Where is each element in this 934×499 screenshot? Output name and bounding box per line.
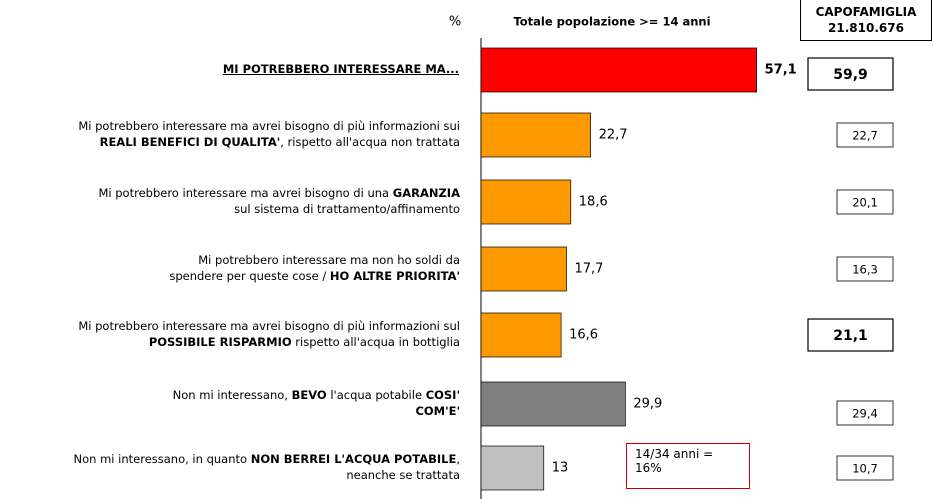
label-text: sul sistema di trattamento/affinamento	[234, 202, 460, 216]
value-label: 16,6	[569, 328, 598, 343]
bar	[480, 112, 591, 158]
category-line: Mi potrebbero interessare ma non ho sold…	[169, 252, 460, 268]
bar	[480, 179, 572, 225]
value-label: 13	[552, 461, 569, 476]
bar	[480, 381, 626, 427]
column-title: 21.810.676	[828, 21, 904, 35]
label-text: Mi potrebbero interessare ma non ho sold…	[198, 253, 460, 267]
label-text: Mi potrebbero interessare ma avrei bisog…	[98, 186, 393, 200]
label-text: COM'E'	[415, 404, 460, 418]
category-label: Mi potrebbero interessare ma avrei bisog…	[98, 185, 460, 217]
category-line: POSSIBILE RISPARMIO rispetto all'acqua i…	[78, 334, 460, 350]
label-text: NON BERREI L'ACQUA POTABILE	[250, 452, 457, 466]
annotation-line: 16%	[635, 461, 662, 475]
category-line: sul sistema di trattamento/affinamento	[98, 201, 460, 217]
label-text: REALI BENEFICI DI QUALITA'	[99, 135, 281, 149]
category-label: Non mi interessano, in quanto NON BERREI…	[74, 451, 460, 483]
column-value: 22,7	[852, 129, 878, 143]
value-label: 18,6	[579, 195, 608, 210]
category-line: REALI BENEFICI DI QUALITA', rispetto all…	[78, 134, 460, 150]
label-text: spendere per queste cose /	[169, 269, 330, 283]
column-value: 20,1	[852, 196, 878, 210]
unit-label: %	[449, 15, 461, 30]
column-box	[836, 455, 894, 481]
value-label: 22,7	[599, 128, 628, 143]
bar	[480, 445, 545, 491]
annotation: 14/34 anni = 16%	[626, 443, 750, 489]
category-line: Mi potrebbero interessare ma avrei bisog…	[98, 185, 460, 201]
label-text: Mi potrebbero interessare ma avrei bisog…	[78, 319, 460, 333]
label-text: l'acqua potabile	[326, 388, 426, 402]
category-label: Mi potrebbero interessare ma non ho sold…	[169, 252, 460, 284]
bar	[480, 246, 567, 292]
category-line: Non mi interessano, BEVO l'acqua potabil…	[173, 387, 460, 403]
category-label: MI POTREBBERO INTERESSARE MA...	[223, 61, 459, 77]
chart-title: Totale popolazione >= 14 anni	[513, 15, 710, 29]
category-line: Mi potrebbero interessare ma avrei bisog…	[78, 318, 460, 334]
category-line: MI POTREBBERO INTERESSARE MA...	[223, 61, 459, 77]
column-value: 16,3	[852, 263, 878, 277]
label-text: POSSIBILE RISPARMIO	[148, 335, 292, 349]
category-line: spendere per queste cose / HO ALTRE PRIO…	[169, 268, 460, 284]
category-line: Mi potrebbero interessare ma avrei bisog…	[78, 118, 460, 134]
category-label: Non mi interessano, BEVO l'acqua potabil…	[173, 387, 460, 419]
category-label: Mi potrebbero interessare ma avrei bisog…	[78, 318, 460, 350]
column-title: CAPOFAMIGLIA	[815, 5, 917, 19]
bar	[480, 312, 562, 358]
column-value: 21,1	[833, 328, 868, 344]
label-text: HO ALTRE PRIORITA'	[329, 269, 460, 283]
column-value: 29,4	[852, 407, 878, 421]
value-label: 57,1	[765, 63, 797, 78]
value-label: 29,9	[633, 397, 662, 412]
column-box	[807, 318, 894, 352]
label-text: ,	[456, 452, 460, 466]
column-value: 59,9	[833, 67, 868, 83]
column-box	[836, 122, 894, 148]
category-line: Non mi interessano, in quanto NON BERREI…	[74, 451, 460, 467]
label-text: GARANZIA	[392, 186, 460, 200]
label-text: MI POTREBBERO INTERESSARE MA...	[222, 62, 459, 76]
category-label: Mi potrebbero interessare ma avrei bisog…	[78, 118, 460, 150]
column-box	[836, 189, 894, 215]
category-line: COM'E'	[173, 403, 460, 419]
label-text: rispetto all'acqua in bottiglia	[291, 335, 460, 349]
annotation-line: 14/34 anni =	[635, 447, 714, 461]
column-header: CAPOFAMIGLIA 21.810.676	[800, 0, 932, 41]
column-box	[836, 400, 894, 426]
label-text: neanche se trattata	[346, 468, 460, 482]
label-text: Mi potrebbero interessare ma avrei bisog…	[78, 119, 460, 133]
label-text: BEVO	[291, 388, 327, 402]
label-text: COSI'	[425, 388, 460, 402]
value-label: 17,7	[574, 262, 603, 277]
bar	[480, 47, 758, 93]
label-text: , rispetto all'acqua non trattata	[280, 135, 460, 149]
label-text: Non mi interessano, in quanto	[73, 452, 251, 466]
category-line: neanche se trattata	[74, 467, 460, 483]
column-box	[807, 57, 894, 91]
label-text: Non mi interessano,	[172, 388, 292, 402]
column-value: 10,7	[852, 462, 878, 476]
column-box	[836, 256, 894, 282]
